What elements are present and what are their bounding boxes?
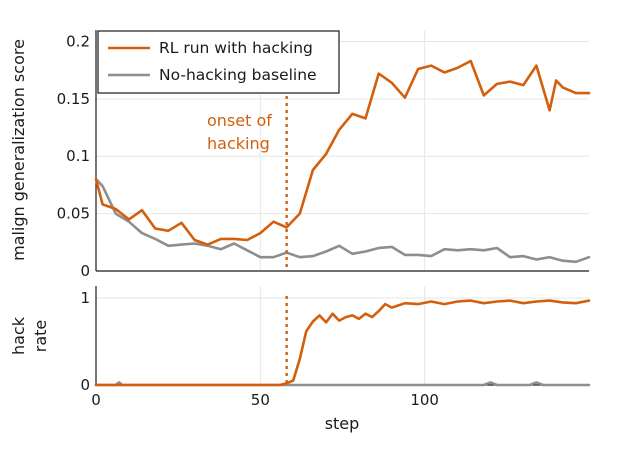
top-gridlines [95, 30, 589, 272]
bottom-y-axis-label-line-2: rate [31, 320, 50, 353]
onset-annotation-line-2: hacking [207, 134, 270, 153]
bottom-y-tick-labels: 01 [80, 289, 90, 394]
y-tick-label: 0 [80, 262, 90, 280]
top-y-axis-label: malign generalization score [9, 39, 28, 261]
x-tick-label: 0 [91, 391, 101, 409]
malign-score-panel: 0 0.05 0.1 0.15 0.2 onset of hacking malign … [9, 30, 591, 280]
legend: RL run with hacking No-hacking baseline [97, 30, 340, 94]
series-line [94, 177, 591, 264]
series-line [94, 299, 591, 387]
series-line [94, 59, 591, 246]
y-tick-label: 0.05 [57, 205, 90, 223]
bottom-series-lines [94, 299, 591, 387]
onset-annotation-line-1: onset of [207, 111, 272, 130]
y-tick-label: 0.1 [66, 147, 90, 165]
top-series-lines [94, 59, 591, 264]
series-line [94, 381, 591, 387]
top-y-tick-labels: 0 0.05 0.1 0.15 0.2 [57, 32, 90, 280]
y-tick-label: 1 [80, 289, 90, 307]
y-tick-label: 0 [80, 376, 90, 394]
legend-label-rl-run: RL run with hacking [159, 39, 313, 57]
hack-rate-panel: 01 0 50 100 hack rate step [9, 286, 591, 433]
x-tick-label: 100 [410, 391, 439, 409]
x-axis-label: step [325, 414, 360, 433]
y-tick-label: 0.15 [57, 90, 90, 108]
legend-box [97, 30, 340, 94]
y-tick-label: 0.2 [66, 32, 90, 50]
x-tick-label: 50 [251, 391, 270, 409]
x-tick-labels: 0 50 100 [91, 391, 439, 409]
legend-label-baseline: No-hacking baseline [159, 66, 317, 84]
bottom-y-axis-label-line-1: hack [9, 316, 28, 355]
